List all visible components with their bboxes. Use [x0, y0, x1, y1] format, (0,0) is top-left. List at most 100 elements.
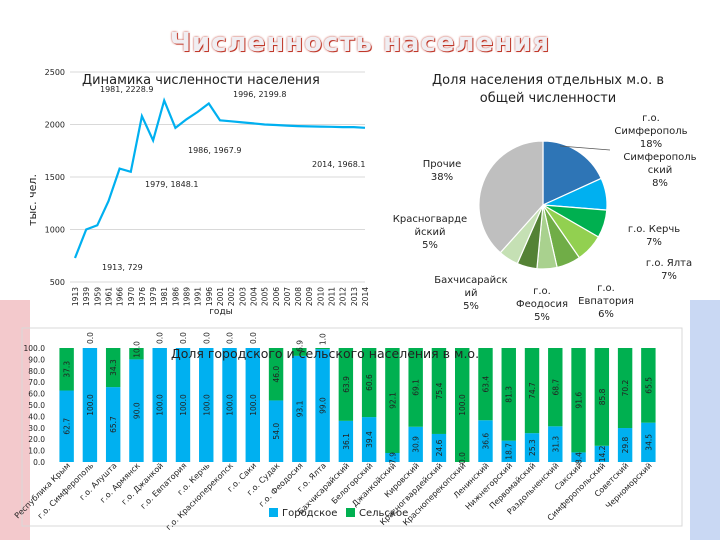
- bar-rural-value-label: 75.4: [435, 382, 444, 399]
- bar-rural: [594, 348, 610, 446]
- bar-urban-value-label: 93.1: [295, 400, 304, 417]
- line-data-annotation: 1986, 1967.9: [188, 146, 241, 155]
- background-right-stripe: [690, 300, 720, 540]
- bar-rural: [315, 348, 330, 350]
- bar-rural-value-label: 100.0: [458, 394, 467, 416]
- bar-rural: [105, 348, 121, 388]
- bar-urban: [59, 390, 74, 462]
- bar-urban-value-label: 36.1: [342, 433, 351, 450]
- bar-rural: [454, 348, 470, 462]
- bar-rural-value-label: 0.0: [202, 332, 211, 344]
- bar-rural-value-label: 74.7: [528, 382, 537, 399]
- pie-slice: [542, 140, 602, 206]
- line-x-tick-label: 1976: [138, 287, 147, 306]
- bar-rural-value-label: 63.4: [481, 376, 490, 393]
- line-x-tick-label: 2014: [361, 287, 370, 306]
- line-x-tick-label: 1989: [183, 287, 192, 306]
- bar-rural-value-label: 91.6: [575, 392, 584, 409]
- line-x-tick-label: 2011: [328, 287, 337, 306]
- bar-y-tick-label: 80.0: [28, 367, 45, 376]
- legend-label-urban: Городское: [282, 508, 337, 519]
- line-data-annotation: 1913, 729: [102, 263, 143, 272]
- bar-urban: [82, 348, 98, 462]
- bar-urban: [431, 433, 447, 462]
- pie-slice: [478, 140, 544, 254]
- legend-swatch-rural: [346, 508, 355, 517]
- bar-urban-value-label: 100.0: [202, 394, 211, 416]
- bar-rural-value-label: 63.9: [342, 376, 351, 393]
- pie-slice-label: Симферополь ский 8%: [623, 152, 696, 189]
- bar-chart-title: Доля городского и сельского населения в …: [171, 346, 479, 361]
- bar-rural-value-label: 0.0: [86, 332, 95, 344]
- line-y-tick-label: 2500: [45, 68, 65, 77]
- bar-rural: [524, 348, 540, 434]
- bar-y-tick-label: 90.0: [28, 355, 45, 364]
- bar-rural-value-label: 65.5: [644, 377, 653, 394]
- bar-y-tick-label: 30.0: [28, 424, 45, 433]
- line-chart-x-axis-label: годы: [209, 307, 233, 317]
- line-data-annotation: 2014, 1968.1: [312, 160, 365, 169]
- bar-urban: [571, 452, 586, 462]
- line-x-tick-label: 1986: [171, 287, 180, 306]
- pie-chart-title-line2: общей численности: [480, 91, 617, 106]
- line-x-tick-label: 2005: [261, 287, 270, 306]
- bar-urban: [617, 428, 633, 462]
- bar-rural-value-label: 37.3: [63, 361, 72, 378]
- bar-urban-value-label: 54.0: [272, 423, 281, 440]
- line-x-tick-label: 1996: [205, 287, 214, 306]
- line-chart-title: Динамика численности населения: [82, 73, 320, 88]
- bar-rural-value-label: 0.0: [179, 332, 188, 344]
- bar-urban: [292, 355, 307, 462]
- pie-slice-label: Прочие 38%: [423, 159, 462, 183]
- bar-rural-value-label: 6.9: [295, 340, 304, 352]
- bar-urban: [408, 426, 423, 462]
- bar-urban-value-label: 29.8: [621, 436, 630, 453]
- line-x-tick-label: 2001: [216, 287, 225, 306]
- bar-urban: [175, 348, 191, 462]
- bar-rural: [617, 348, 633, 429]
- line-chart: Динамика численности населения тыс. чел.…: [26, 68, 370, 317]
- line-chart-y-axis-label: тыс. чел.: [26, 174, 39, 226]
- bar-rural: [548, 348, 563, 427]
- bar-y-tick-label: 10.0: [28, 447, 45, 456]
- stacked-bar-chart: 0.0 10.0 20.0 30.0 40.0 50.0 60.0 70.0 80.0 90.0 1…: [13, 327, 683, 532]
- pie-slice-label: Красногварде йский 5%: [393, 214, 467, 251]
- line-x-tick-label: 1970: [127, 287, 136, 306]
- bar-urban: [501, 440, 516, 462]
- bar-urban-value-label: 0.0: [458, 452, 467, 464]
- bar-urban-value-label: 100.0: [179, 394, 188, 416]
- line-data-annotation: 1996, 2199.8: [233, 90, 286, 99]
- bar-rural-value-label: 68.7: [551, 379, 560, 396]
- bar-y-tick-label: 20.0: [28, 435, 45, 444]
- line-x-tick-label: 2003: [238, 287, 247, 306]
- line-series-population: [73, 97, 366, 259]
- bar-chart-frame: [21, 327, 683, 527]
- bar-urban: [338, 420, 354, 462]
- bar-urban-value-label: 39.4: [365, 431, 374, 448]
- pie-chart: Доля населения отдельных м.о. в общей чи…: [393, 73, 697, 323]
- background-left-stripe: [0, 300, 30, 540]
- bar-urban-value-label: 7.9: [388, 452, 397, 464]
- line-x-tick-label: 2007: [283, 287, 292, 306]
- pie-slice-label: г.о. Феодосия 5%: [516, 286, 568, 323]
- bar-urban-value-label: 36.6: [481, 433, 490, 450]
- bar-rural: [571, 348, 586, 453]
- bar-rural-value-label: 10.0: [132, 341, 141, 358]
- bar-y-tick-label: 100.0: [24, 344, 46, 353]
- bar-urban: [268, 400, 284, 462]
- bar-urban-value-label: 34.5: [644, 434, 653, 451]
- line-y-tick-label: 1000: [45, 226, 65, 235]
- pie-slice-label: г.о. Ялта 7%: [646, 258, 692, 282]
- line-x-tick-label: 1961: [104, 287, 113, 306]
- line-x-tick-label: 2006: [272, 287, 281, 306]
- bar-rural-value-label: 0.0: [226, 332, 235, 344]
- bar-y-tick-label: 60.0: [28, 390, 45, 399]
- bar-y-tick-label: 50.0: [28, 401, 45, 410]
- bar-rural: [338, 348, 354, 421]
- line-x-tick-label: 2008: [294, 287, 303, 306]
- bar-rural: [129, 348, 144, 360]
- bar-rural-value-label: 60.6: [365, 374, 374, 391]
- bar-urban-value-label: 24.6: [435, 439, 444, 456]
- bar-y-tick-label: 40.0: [28, 412, 45, 421]
- bar-urban-value-label: 62.7: [63, 418, 72, 435]
